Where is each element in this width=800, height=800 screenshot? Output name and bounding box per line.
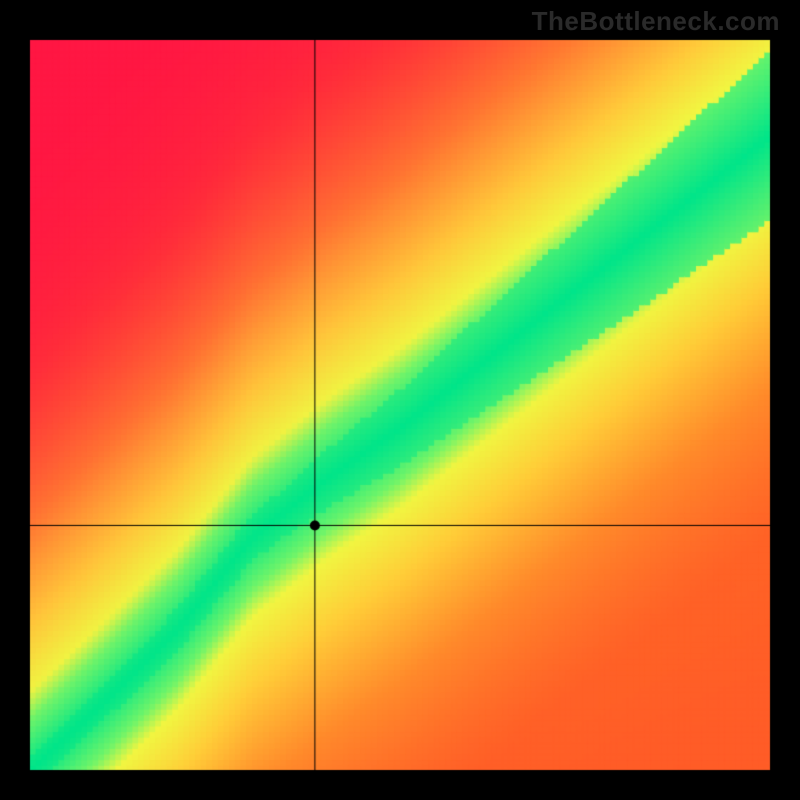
watermark-text: TheBottleneck.com [532, 6, 780, 37]
bottleneck-heatmap [0, 0, 800, 800]
